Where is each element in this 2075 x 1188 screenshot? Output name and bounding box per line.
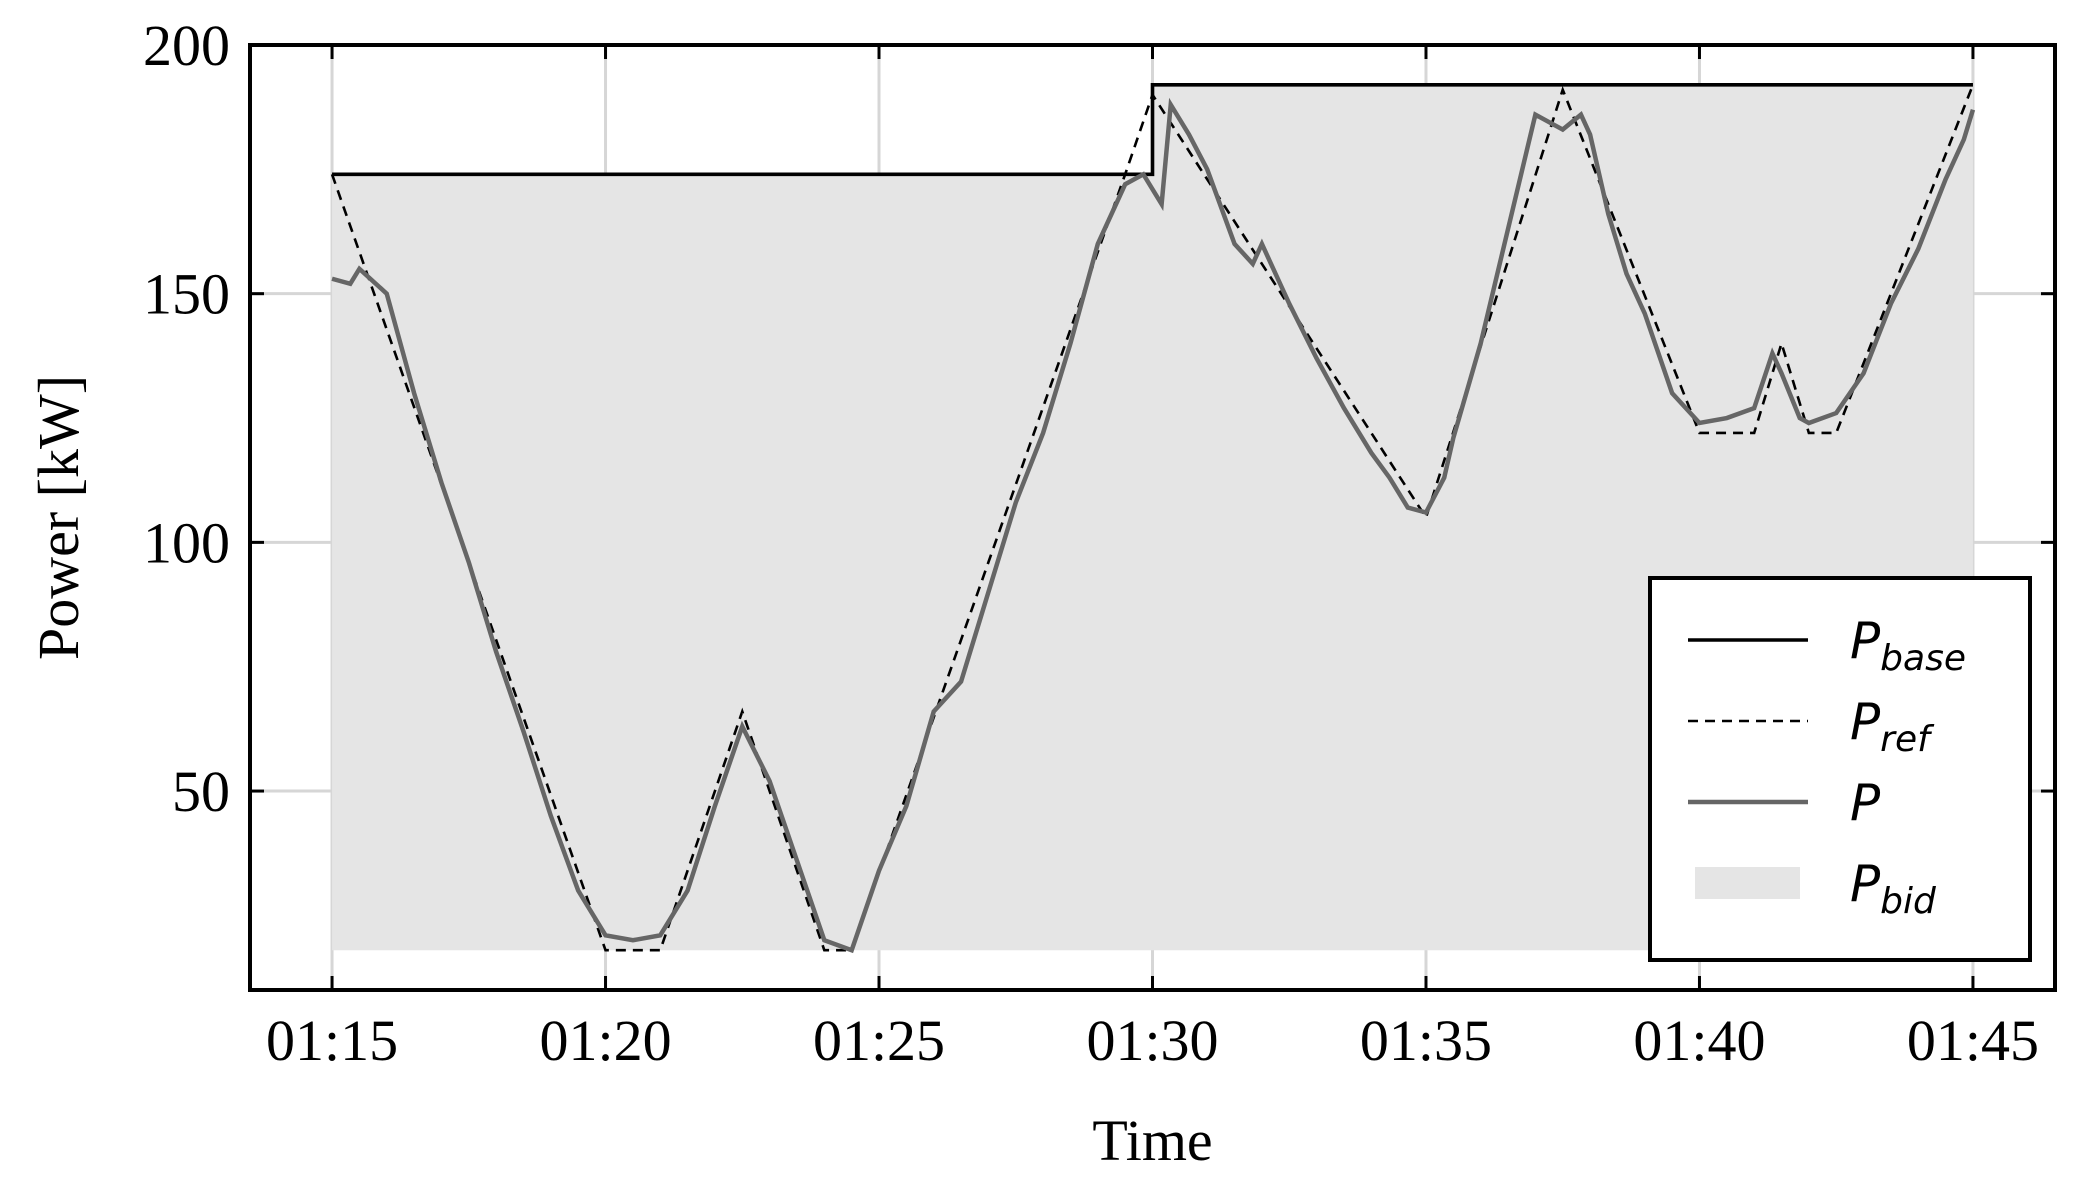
legend-label-P_bid: Pbid xyxy=(1850,855,1937,922)
x-tick-label: 01:30 xyxy=(1086,1008,1218,1073)
legend-label-P_ref: Pref xyxy=(1850,693,1935,760)
legend-label-subscript: ref xyxy=(1880,719,1935,760)
x-tick-label: 01:15 xyxy=(266,1008,398,1073)
legend-label-subscript: bid xyxy=(1880,881,1937,922)
series-lines xyxy=(330,82,1976,954)
y-tick-label: 150 xyxy=(143,262,230,327)
legend-label-main: P xyxy=(1850,612,1881,670)
x-axis-title: Time xyxy=(1092,1108,1212,1173)
y-tick-label: 200 xyxy=(143,13,230,78)
legend-label-subscript: base xyxy=(1880,638,1966,679)
x-tick-label: 01:20 xyxy=(539,1008,671,1073)
legend-label-P_base: Pbase xyxy=(1850,612,1966,679)
bid-fill-area xyxy=(332,84,1973,951)
x-tick-label: 01:40 xyxy=(1633,1008,1765,1073)
x-tick-label: 01:35 xyxy=(1360,1008,1492,1073)
legend-swatch-P_bid xyxy=(1695,867,1800,899)
series-P-line xyxy=(331,97,1976,954)
x-tick-label: 01:45 xyxy=(1907,1008,2039,1073)
axis-ticks: 01:15 01:20 01:25 01:30 01:35 01:40 01:45 50 100… xyxy=(143,13,2055,1073)
legend-label-main: P xyxy=(1850,855,1881,913)
legend-label-P: P xyxy=(1850,774,1881,832)
series-P_bid-area xyxy=(332,84,1973,951)
series-P_base-line xyxy=(332,82,1973,177)
legend-label-main: P xyxy=(1850,693,1881,751)
legend-label-main: P xyxy=(1850,774,1881,832)
y-axis-title: Power [kW] xyxy=(26,375,91,660)
y-tick-label: 50 xyxy=(172,759,230,824)
y-tick-label: 100 xyxy=(143,510,230,575)
x-tick-label: 01:25 xyxy=(813,1008,945,1073)
legend-box xyxy=(1648,576,2032,962)
